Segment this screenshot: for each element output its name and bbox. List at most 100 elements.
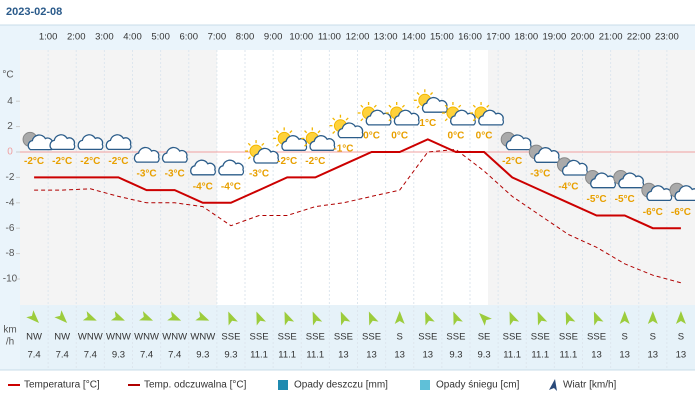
temperature-line xyxy=(34,138,681,230)
wind-speed: 7.4 xyxy=(140,350,153,361)
cloud xyxy=(646,185,673,202)
cloud xyxy=(674,185,695,202)
hour-label: 10:00 xyxy=(289,32,313,43)
axis-band xyxy=(0,25,20,370)
temperature-label: -6°C xyxy=(643,207,663,218)
weather-icon xyxy=(556,157,588,176)
wind-direction: NW xyxy=(26,332,42,343)
weather-icon xyxy=(133,146,160,163)
weather-icon xyxy=(190,159,216,176)
wind-speed: 11.1 xyxy=(306,350,324,361)
wind-direction: SSE xyxy=(559,332,578,343)
hour-label: 12:00 xyxy=(346,32,370,43)
weather-icon xyxy=(441,102,476,126)
cloud xyxy=(309,135,336,151)
wind-arrow xyxy=(139,311,154,321)
temperature-label: 1°C xyxy=(419,118,436,129)
wind-speed: 13 xyxy=(366,350,377,361)
wind-speed: 11.1 xyxy=(531,350,549,361)
hour-label: 2:00 xyxy=(67,32,86,43)
wind-direction: S xyxy=(650,332,656,343)
temperature-label: -3°C xyxy=(137,169,157,180)
sun-ray xyxy=(360,104,364,108)
wind-direction: SSE xyxy=(587,332,606,343)
y-tick-label: 4 xyxy=(7,96,13,107)
weather-icon xyxy=(500,131,532,151)
wind-arrow xyxy=(368,311,379,326)
sun-ray xyxy=(247,142,251,146)
weather-icon xyxy=(273,127,308,151)
hour-label: 6:00 xyxy=(180,32,199,43)
weather-icon xyxy=(329,114,364,139)
wind-arrow xyxy=(593,311,604,326)
temperature-label: -4°C xyxy=(221,181,241,192)
wind-arrow xyxy=(394,311,405,324)
wind-direction: SSE xyxy=(362,332,381,343)
wind-arrow xyxy=(167,311,182,321)
temperature-label: -5°C xyxy=(615,194,635,205)
sun-ray xyxy=(416,92,420,96)
weather-icon xyxy=(22,131,54,151)
cloud xyxy=(77,134,104,151)
wind-unit: km xyxy=(3,325,16,336)
wind-arrow xyxy=(647,311,658,324)
wind-speed: 9.3 xyxy=(196,350,209,361)
sun-ray xyxy=(247,156,251,160)
hour-label: 17:00 xyxy=(486,32,510,43)
wind-arrow xyxy=(110,311,125,321)
sun-ray xyxy=(416,105,420,109)
sun-ray xyxy=(304,143,308,147)
temperature-label: -2°C xyxy=(502,156,522,167)
temperature-label: -3°C xyxy=(165,169,185,180)
wind-arrow xyxy=(82,311,97,321)
y-tick-label: -6 xyxy=(6,223,15,234)
hour-label: 11:00 xyxy=(318,32,341,43)
wind-direction: WNW xyxy=(162,332,187,343)
hour-label: 13:00 xyxy=(374,32,398,43)
weather-icon xyxy=(385,102,420,126)
wind-speed: 11.1 xyxy=(503,350,521,361)
temperature-label: -2°C xyxy=(108,156,128,167)
y-tick-label: -8 xyxy=(6,248,15,259)
weather-icon xyxy=(105,134,132,151)
wind-speed: 13 xyxy=(338,350,349,361)
hour-label: 22:00 xyxy=(627,32,651,43)
weather-icon xyxy=(218,159,245,176)
cloud xyxy=(478,109,504,126)
cloud xyxy=(337,122,364,139)
y-tick-label: 2 xyxy=(7,121,13,132)
wind-arrow xyxy=(228,311,238,326)
wind-direction: SSE xyxy=(446,332,465,343)
sun-ray xyxy=(332,117,336,121)
legend-label: Wiatr [km/h] xyxy=(563,380,617,391)
cloud xyxy=(533,147,560,163)
wind-arrow xyxy=(195,311,210,321)
wind-arrow xyxy=(453,311,463,326)
wind-arrow xyxy=(509,311,520,326)
wind-arrow xyxy=(284,311,295,326)
wind-speed: 9.3 xyxy=(112,350,125,361)
legend-label: Temp. odczuwalna [°C] xyxy=(144,380,247,391)
weather-icon xyxy=(77,134,104,151)
hour-label: 18:00 xyxy=(514,32,538,43)
wind-arrow xyxy=(26,310,40,323)
temperature-label: -4°C xyxy=(193,181,213,192)
weather-icon xyxy=(49,134,76,151)
wind-arrow xyxy=(537,311,548,326)
hour-label: 16:00 xyxy=(458,32,482,43)
temperature-label: -2°C xyxy=(52,156,72,167)
hour-label: 14:00 xyxy=(402,32,426,43)
sun-ray xyxy=(458,104,462,108)
sun-ray xyxy=(304,130,308,134)
sun-ray xyxy=(289,130,293,134)
sun-ray xyxy=(444,118,448,122)
hour-band xyxy=(0,25,695,50)
wind-arrow xyxy=(565,311,576,326)
weather-icon xyxy=(470,102,504,126)
wind-speed: 13 xyxy=(394,350,405,361)
y-tick-label: -2 xyxy=(6,172,15,183)
sun-ray xyxy=(430,92,434,96)
cloud xyxy=(49,134,76,151)
hour-label: 9:00 xyxy=(264,32,283,43)
wind-arrow xyxy=(54,310,68,323)
